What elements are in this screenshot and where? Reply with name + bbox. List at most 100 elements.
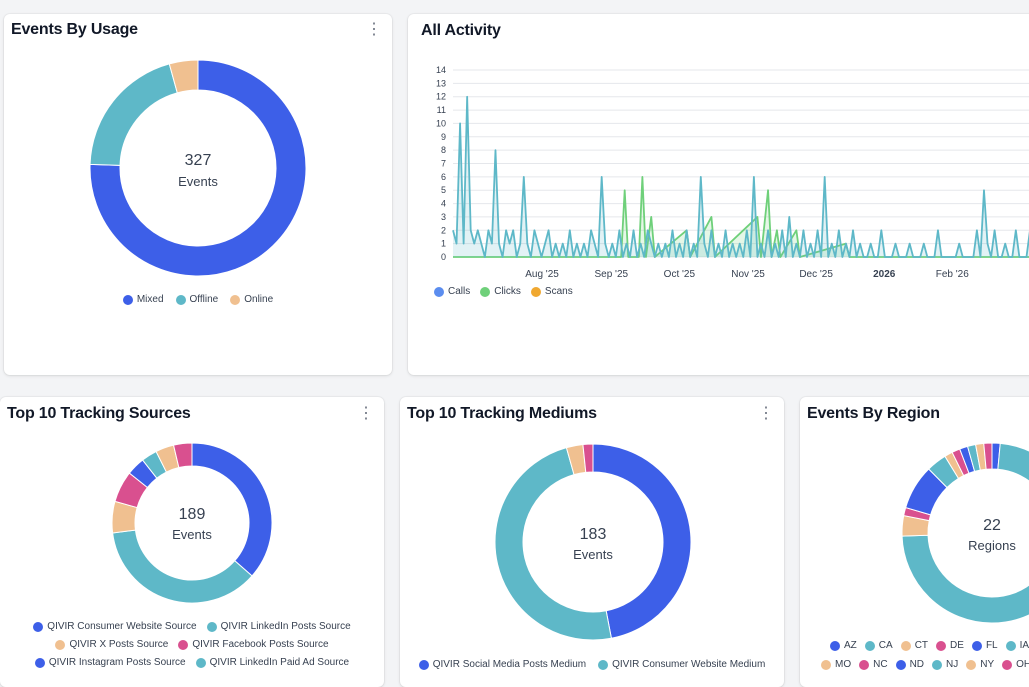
legend-item-ny[interactable]: NY [966, 659, 994, 670]
x-tick-label: Oct '25 [664, 269, 696, 280]
legend-item-qivir-linkedin-posts-source[interactable]: QIVIR LinkedIn Posts Source [206, 621, 351, 632]
legend-label: DE [950, 640, 964, 651]
card-title: Events By Region [807, 405, 940, 422]
legend-dot-icon [895, 659, 906, 670]
card-title: All Activity [421, 22, 501, 39]
legend-dot-icon [859, 659, 870, 670]
legend-dot-icon [175, 294, 186, 305]
legend-label: ND [909, 659, 925, 670]
legend-item-nc[interactable]: NC [859, 659, 888, 670]
y-tick-label: 2 [441, 225, 446, 235]
more-options-icon[interactable]: ⋮ [358, 405, 374, 422]
legend-item-az[interactable]: AZ [830, 640, 857, 651]
slice-ca[interactable] [901, 442, 1029, 624]
legend-dot-icon [195, 657, 206, 668]
legend-item-qivir-linkedin-paid-ad-source[interactable]: QIVIR LinkedIn Paid Ad Source [195, 657, 349, 668]
legend-label: QIVIR Instagram Posts Source [48, 657, 186, 668]
y-tick-label: 9 [441, 132, 446, 142]
y-tick-label: 13 [436, 78, 446, 88]
slice-other-2[interactable] [172, 442, 193, 469]
legend-dot-icon [434, 286, 444, 297]
legend-dot-icon [900, 640, 911, 651]
y-tick-label: 10 [436, 118, 446, 128]
area-clicks [453, 176, 1029, 257]
card-title: Events By Usage [11, 21, 138, 38]
center-label: Events [178, 174, 218, 189]
legend-item-ct[interactable]: CT [900, 640, 929, 651]
slice-qivir-social-media-posts-medium[interactable] [592, 443, 692, 639]
y-tick-label: 7 [441, 159, 446, 169]
center-label: Events [573, 547, 613, 562]
legend-item-de[interactable]: DE [936, 640, 964, 651]
x-tick-label: 2026 [873, 269, 896, 280]
slice-oh[interactable] [983, 442, 993, 470]
legend-label: Mixed [136, 294, 164, 305]
slice-mixed[interactable] [89, 59, 307, 277]
x-tick-label: Nov '25 [731, 269, 765, 280]
legend-dot-icon [971, 640, 982, 651]
legend-item-scans[interactable]: Scans [530, 286, 573, 297]
card-title: Top 10 Tracking Sources [7, 405, 191, 422]
legend-label: IA [1019, 640, 1029, 651]
legend-dot-icon [864, 640, 875, 651]
legend-label: AZ [844, 640, 857, 651]
legend-item-mo[interactable]: MO [821, 659, 851, 670]
legend-item-ca[interactable]: CA [864, 640, 893, 651]
legend-item-qivir-facebook-posts-source[interactable]: QIVIR Facebook Posts Source [178, 639, 329, 650]
legend-item-online[interactable]: Online [230, 294, 273, 305]
legend-dot-icon [122, 294, 133, 305]
legend-dot-icon [932, 659, 943, 670]
legend-dot-icon [418, 659, 429, 670]
y-tick-label: 14 [436, 65, 446, 75]
legend-item-qivir-instagram-posts-source[interactable]: QIVIR Instagram Posts Source [34, 657, 186, 668]
more-options-icon[interactable]: ⋮ [366, 21, 382, 38]
center-label: Events [172, 527, 212, 542]
usage-legend: Mixed Offline Online [4, 294, 392, 305]
legend-item-ia[interactable]: IA [1005, 640, 1029, 651]
y-tick-label: 4 [441, 199, 446, 209]
y-tick-label: 12 [436, 92, 446, 102]
legend-label: NJ [946, 659, 959, 670]
center-label: Regions [968, 538, 1016, 553]
events-by-region-card: Events By Region 22 Regions AZ CA CT DE FL IA… [800, 397, 1029, 687]
legend-item-nj[interactable]: NJ [932, 659, 958, 670]
legend-label: QIVIR X Posts Source [69, 639, 169, 650]
legend-dot-icon [206, 621, 217, 632]
legend-dot-icon [1005, 640, 1016, 651]
y-tick-label: 0 [441, 252, 446, 262]
legend-label: Calls [448, 286, 471, 297]
slice-offline[interactable] [89, 63, 178, 166]
y-tick-label: 5 [441, 185, 446, 195]
legend-dot-icon [821, 659, 831, 670]
center-value: 327 [185, 152, 212, 169]
legend-item-calls[interactable]: Calls [434, 286, 470, 297]
legend-label: CT [914, 640, 929, 651]
center-value: 189 [179, 506, 206, 523]
legend-dot-icon [55, 639, 66, 650]
legend-item-oh[interactable]: OH [1002, 659, 1029, 670]
legend-item-mixed[interactable]: Mixed [122, 294, 164, 305]
series-line-calls[interactable] [452, 95, 1029, 258]
legend-label: Online [244, 294, 274, 305]
legend-item-qivir-consumer-website-medium[interactable]: QIVIR Consumer Website Medium [598, 659, 765, 670]
legend-label: CA [878, 640, 893, 651]
legend-item-qivir-social-media-posts-medium[interactable]: QIVIR Social Media Posts Medium [418, 659, 586, 670]
more-options-icon[interactable]: ⋮ [758, 405, 774, 422]
y-tick-label: 11 [437, 105, 446, 115]
legend-dot-icon [480, 286, 491, 297]
slice-other-2[interactable] [582, 443, 594, 473]
slice-qivir-consumer-website-medium[interactable] [494, 447, 612, 641]
region-legend-row-2: MO NC ND NJ NY OH [821, 659, 1029, 670]
legend-label: NC [873, 659, 888, 670]
legend-dot-icon [598, 659, 609, 670]
y-tick-label: 6 [441, 172, 446, 182]
legend-item-clicks[interactable]: Clicks [480, 286, 521, 297]
legend-item-fl[interactable]: FL [971, 640, 998, 651]
legend-label: Offline [189, 294, 219, 305]
legend-item-qivir-consumer-website-source[interactable]: QIVIR Consumer Website Source [33, 621, 197, 632]
x-tick-label: Sep '25 [594, 269, 628, 280]
legend-item-nd[interactable]: ND [895, 659, 925, 670]
legend-item-offline[interactable]: Offline [175, 294, 219, 305]
slice-online[interactable] [168, 59, 199, 94]
legend-item-qivir-x-posts-source[interactable]: QIVIR X Posts Source [55, 639, 168, 650]
